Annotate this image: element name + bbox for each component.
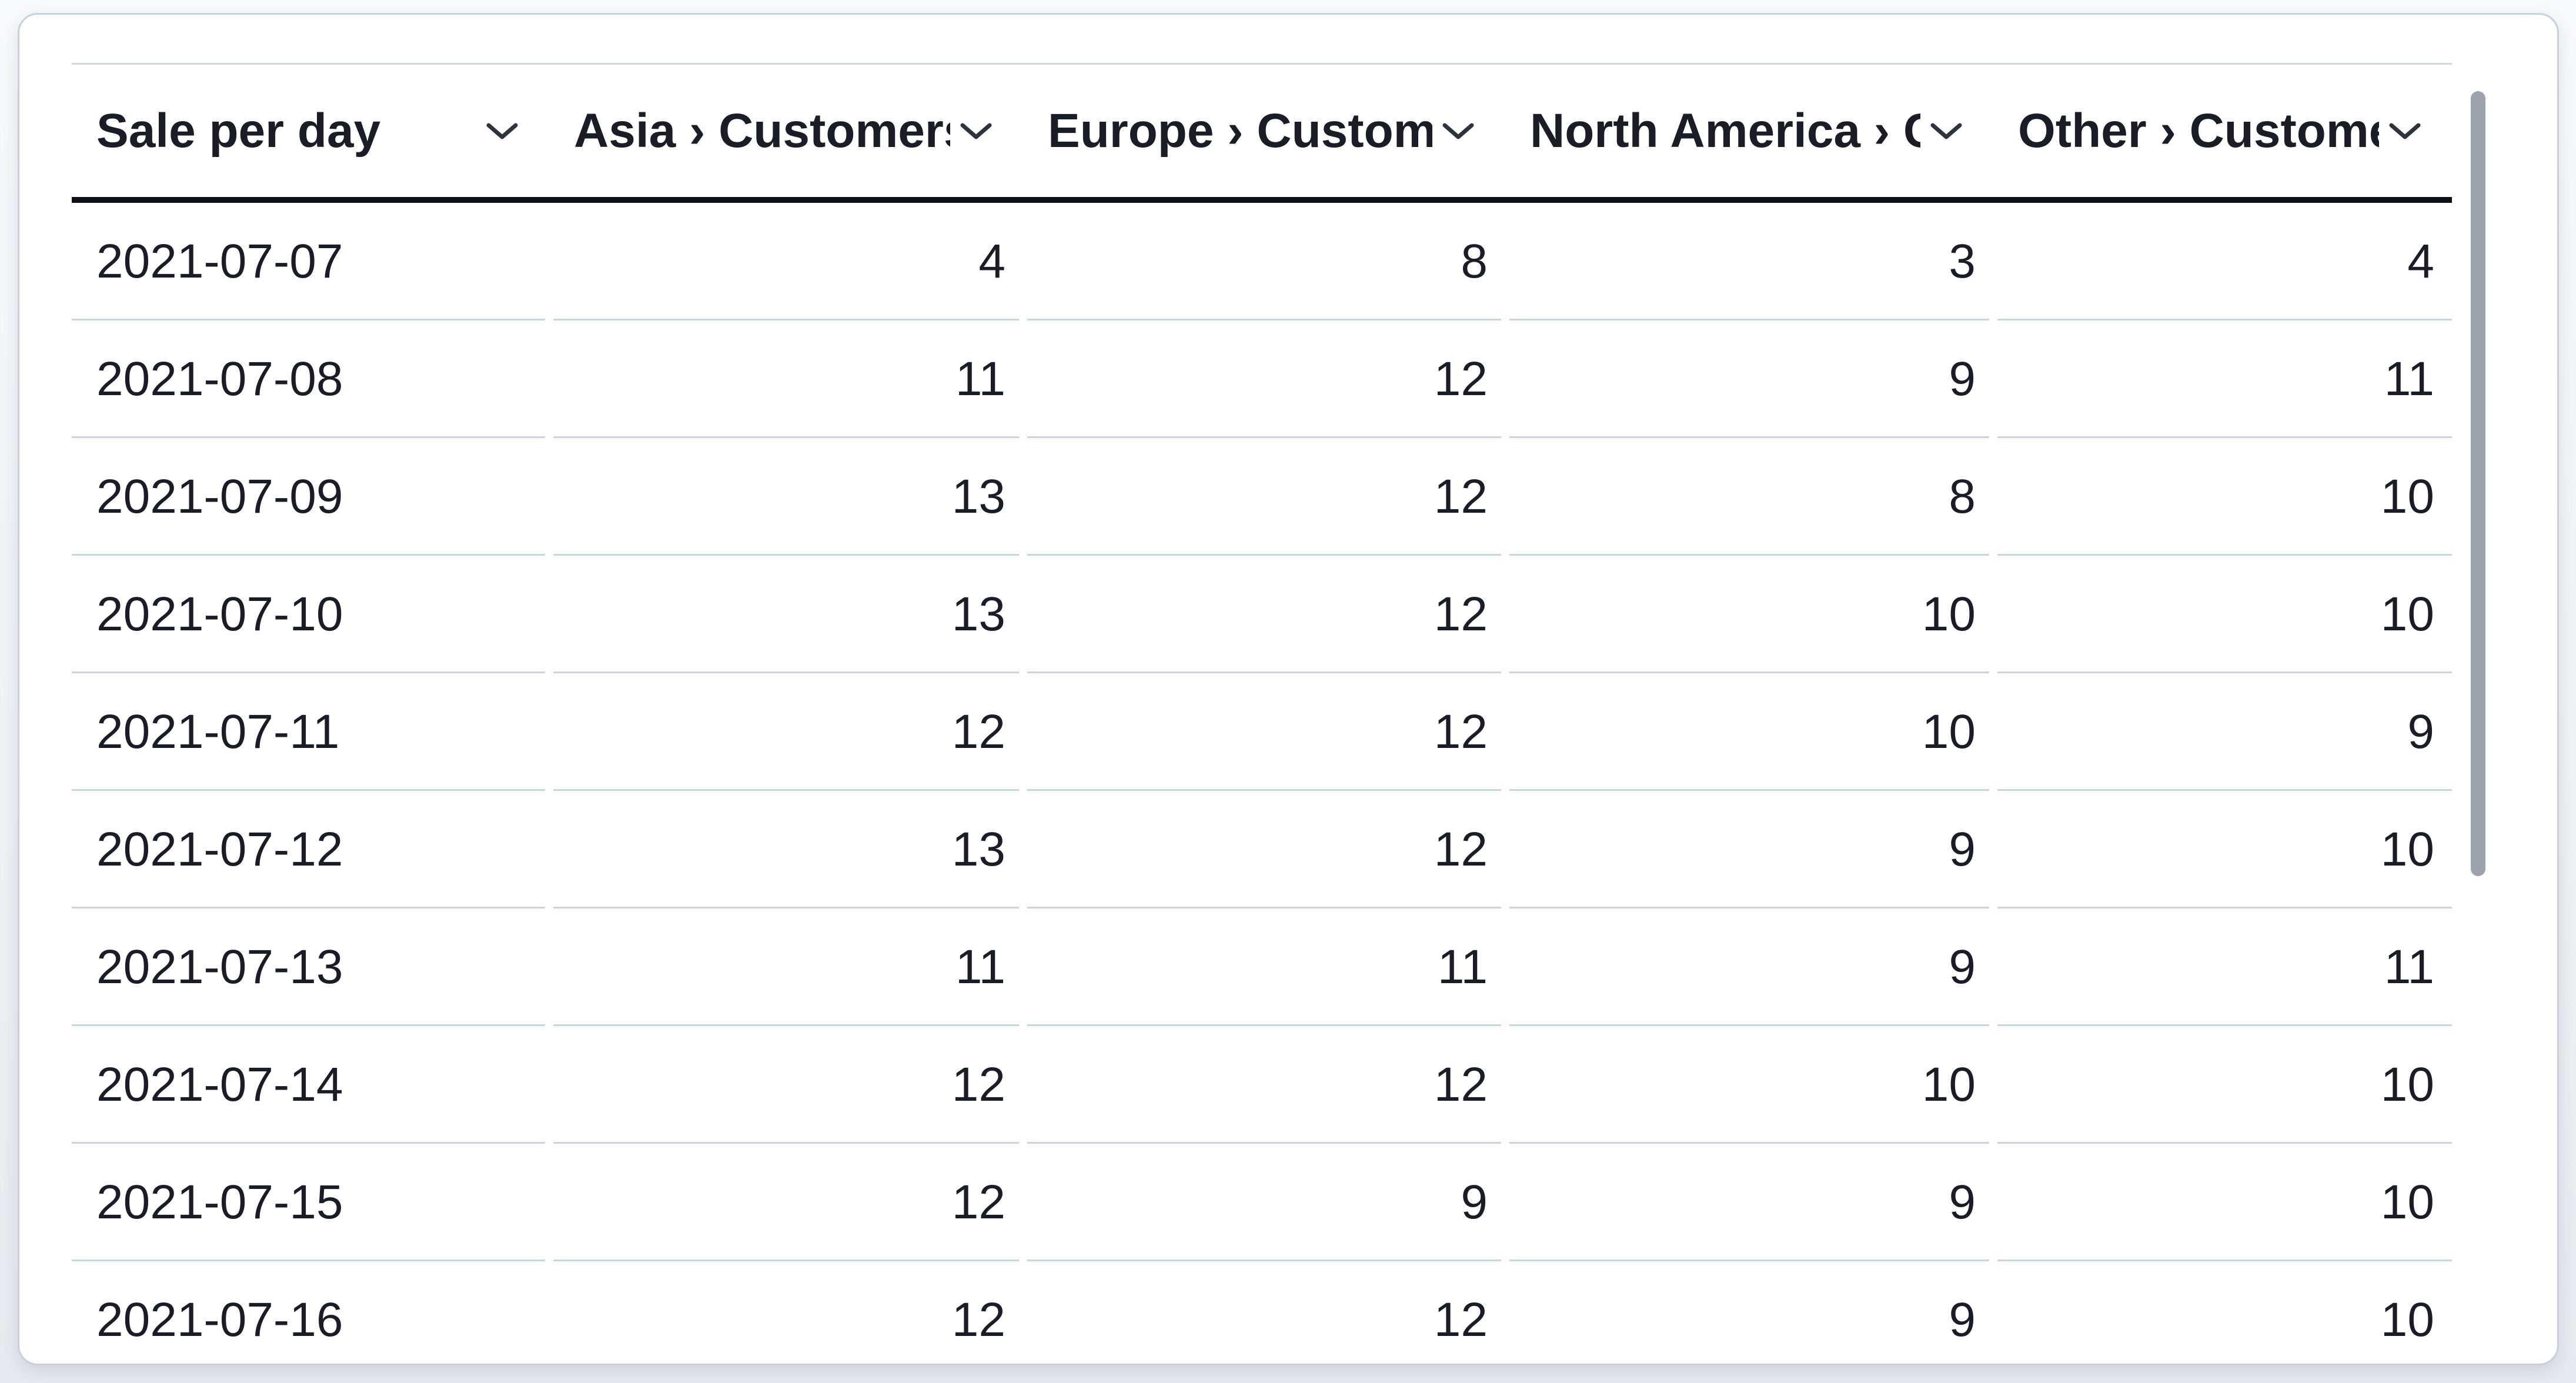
cell-value: 9	[1505, 791, 1993, 908]
column-header-label: North America › Customers	[1530, 103, 1920, 158]
cell-value: 13	[549, 556, 1023, 673]
cell-value: 4	[1993, 203, 2452, 320]
cell-value: 3	[1505, 203, 1993, 320]
cell-value: 11	[549, 908, 1023, 1026]
column-header-label: Other › Customers	[2018, 103, 2379, 158]
column-header-3[interactable]: North America › Customers	[1505, 65, 1993, 197]
column-header-label: Sale per day	[96, 103, 381, 158]
cell-date: 2021-07-13	[72, 908, 549, 1026]
cell-value: 12	[1023, 438, 1505, 556]
cell-value: 12	[1023, 791, 1505, 908]
cell-date: 2021-07-14	[72, 1026, 549, 1144]
table-row: 2021-07-07 4 8 3 4	[72, 203, 2452, 320]
cell-value: 10	[1505, 673, 1993, 791]
cell-value: 12	[549, 1026, 1023, 1144]
cell-value: 12	[549, 673, 1023, 791]
table-row: 2021-07-09 13 12 8 10	[72, 438, 2452, 556]
cell-value: 10	[1993, 1261, 2452, 1364]
chevron-down-icon[interactable]	[1930, 122, 1963, 141]
cell-date: 2021-07-08	[72, 320, 549, 438]
cell-date: 2021-07-16	[72, 1261, 549, 1364]
cell-date: 2021-07-07	[72, 203, 549, 320]
table-header-row: Sale per day Asia › Customers Europe › C…	[72, 63, 2452, 203]
chevron-down-icon[interactable]	[960, 122, 993, 141]
cell-value: 10	[1505, 556, 1993, 673]
cell-value: 12	[1023, 556, 1505, 673]
chevron-down-icon[interactable]	[486, 122, 519, 141]
cell-value: 12	[1023, 673, 1505, 791]
table-row: 2021-07-11 12 12 10 9	[72, 673, 2452, 791]
cell-value: 8	[1505, 438, 1993, 556]
cell-value: 11	[1023, 908, 1505, 1026]
cell-date: 2021-07-11	[72, 673, 549, 791]
cell-value: 4	[549, 203, 1023, 320]
column-header-1[interactable]: Asia › Customers	[549, 65, 1023, 197]
cell-value: 12	[1023, 320, 1505, 438]
cell-value: 9	[1023, 1144, 1505, 1261]
table-body: 2021-07-07 4 8 3 4 2021-07-08 11 12 9 11…	[72, 203, 2452, 1364]
cell-value: 9	[1505, 1261, 1993, 1364]
chevron-down-icon[interactable]	[1442, 122, 1475, 141]
table-row: 2021-07-10 13 12 10 10	[72, 556, 2452, 673]
cell-value: 9	[1505, 1144, 1993, 1261]
cell-value: 10	[1993, 556, 2452, 673]
data-table: Sale per day Asia › Customers Europe › C…	[72, 63, 2452, 1364]
cell-value: 9	[1505, 320, 1993, 438]
cell-value: 12	[549, 1261, 1023, 1364]
cell-value: 13	[549, 791, 1023, 908]
cell-date: 2021-07-12	[72, 791, 549, 908]
column-header-4[interactable]: Other › Customers	[1993, 65, 2452, 197]
cell-value: 12	[1023, 1261, 1505, 1364]
cell-value: 9	[1505, 908, 1993, 1026]
cell-date: 2021-07-10	[72, 556, 549, 673]
cell-value: 10	[1993, 1144, 2452, 1261]
cell-value: 11	[1993, 908, 2452, 1026]
cell-value: 9	[1993, 673, 2452, 791]
cell-value: 10	[1993, 1026, 2452, 1144]
chevron-down-icon[interactable]	[2388, 122, 2421, 141]
column-header-2[interactable]: Europe › Customers	[1023, 65, 1505, 197]
vertical-scrollbar-thumb[interactable]	[2471, 91, 2485, 876]
table-row: 2021-07-12 13 12 9 10	[72, 791, 2452, 908]
cell-value: 10	[1993, 438, 2452, 556]
cell-value: 11	[1993, 320, 2452, 438]
cell-value: 13	[549, 438, 1023, 556]
table-row: 2021-07-16 12 12 9 10	[72, 1261, 2452, 1364]
cell-value: 10	[1993, 791, 2452, 908]
table-row: 2021-07-13 11 11 9 11	[72, 908, 2452, 1026]
cell-value: 11	[549, 320, 1023, 438]
table-row: 2021-07-08 11 12 9 11	[72, 320, 2452, 438]
cell-date: 2021-07-09	[72, 438, 549, 556]
cell-date: 2021-07-15	[72, 1144, 549, 1261]
column-header-0[interactable]: Sale per day	[72, 65, 549, 197]
cell-value: 8	[1023, 203, 1505, 320]
cell-value: 12	[549, 1144, 1023, 1261]
table-card: Sale per day Asia › Customers Europe › C…	[18, 13, 2559, 1365]
table-row: 2021-07-15 12 9 9 10	[72, 1144, 2452, 1261]
column-header-label: Asia › Customers	[574, 103, 950, 158]
cell-value: 10	[1505, 1026, 1993, 1144]
table-row: 2021-07-14 12 12 10 10	[72, 1026, 2452, 1144]
cell-value: 12	[1023, 1026, 1505, 1144]
column-header-label: Europe › Customers	[1048, 103, 1432, 158]
